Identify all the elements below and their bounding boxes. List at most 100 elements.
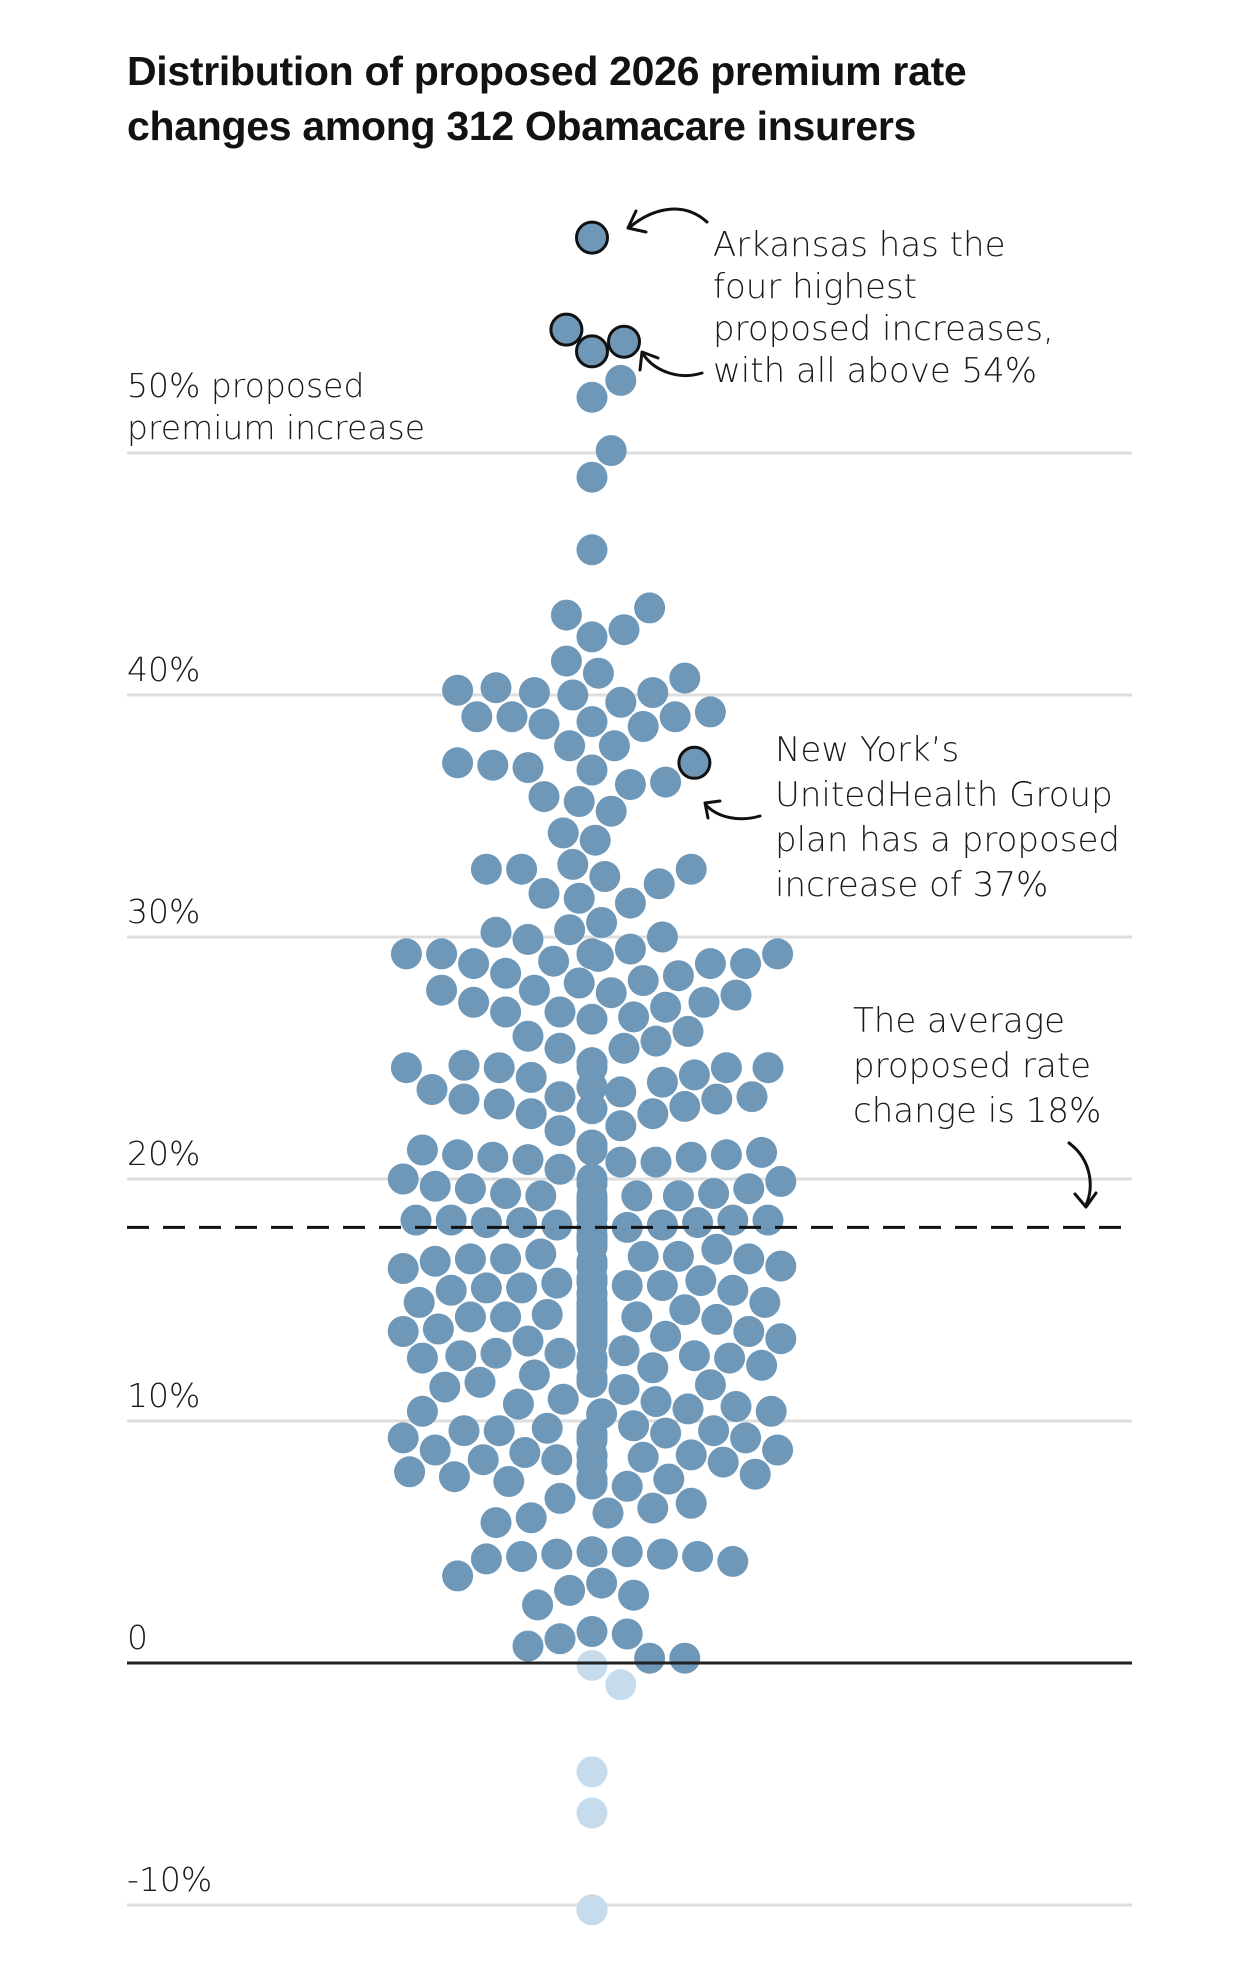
new-york-arrowhead-icon — [703, 799, 722, 820]
dot-increase — [454, 1173, 486, 1205]
dot-increase — [637, 1492, 669, 1524]
dot-increase — [509, 1437, 541, 1468]
dot-increase — [394, 1456, 426, 1488]
dot-increase — [640, 1146, 672, 1178]
dot-increase — [662, 1240, 694, 1272]
dot-increase — [694, 948, 726, 980]
dot-increase — [528, 708, 560, 740]
dot-increase — [752, 1204, 784, 1236]
dot-increase — [611, 1470, 643, 1502]
dot-increase — [733, 1316, 765, 1347]
dot-increase — [512, 752, 544, 784]
dot-increase — [592, 1497, 624, 1529]
dot-increase — [675, 1487, 707, 1519]
dot-increase — [464, 1366, 496, 1398]
dot-increase — [531, 1299, 563, 1330]
dot-increase — [678, 1340, 710, 1372]
dot-increase — [659, 701, 691, 733]
chart-title-line-1: Distribution of proposed 2026 premium ra… — [127, 48, 967, 94]
dot-increase — [576, 1468, 608, 1500]
dot-increase — [627, 711, 659, 742]
dot-increase — [490, 1178, 522, 1209]
dot-increase — [752, 1052, 784, 1084]
dot-increase — [525, 1238, 557, 1270]
y-tick-label: 50% proposed — [127, 366, 364, 405]
dot-increase — [717, 1545, 749, 1577]
dot-increase — [554, 914, 586, 946]
arkansas-top-arrow-icon — [628, 207, 709, 229]
annotation-new-york: New York’s UnitedHealth Group plan has a… — [703, 730, 1120, 905]
dot-increase — [547, 817, 579, 849]
dot-arkansas — [549, 312, 584, 347]
dot-increase — [650, 766, 682, 798]
dot-increase — [544, 996, 576, 1028]
dot-increase — [675, 1141, 707, 1173]
dot-increase — [390, 938, 422, 970]
dot-increase — [554, 1574, 586, 1606]
dot-increase — [621, 1180, 653, 1212]
dot-increase — [646, 1270, 678, 1301]
dot-increase — [762, 938, 794, 970]
dot-increase — [627, 965, 659, 997]
dot-increase — [387, 1422, 419, 1454]
dot-increase — [595, 435, 627, 467]
dot-increase — [576, 1163, 608, 1195]
dot-increase — [614, 769, 646, 800]
dot-increase — [541, 1538, 573, 1570]
y-tick-label: 30% — [127, 892, 200, 931]
dot-increase — [422, 1313, 454, 1345]
dot-decrease — [576, 1756, 608, 1788]
dot-increase — [448, 1415, 480, 1447]
dot-new-york-unitedhealth — [677, 745, 712, 780]
dot-increase — [563, 967, 595, 999]
dot-increase — [470, 1543, 502, 1575]
dot-increase — [618, 1579, 650, 1611]
dot-increase — [518, 1359, 550, 1391]
y-tick-label: 20% — [127, 1134, 200, 1173]
dot-increase — [525, 1180, 557, 1212]
dot-increase — [701, 1233, 733, 1265]
dot-increase — [480, 1507, 512, 1539]
dot-increase — [576, 754, 608, 786]
dot-increase — [739, 1458, 771, 1490]
dot-increase — [576, 1047, 608, 1079]
dot-increase — [717, 1274, 749, 1306]
dot-increase — [653, 1463, 685, 1495]
dot-increase — [461, 701, 493, 733]
dot-increase — [515, 1502, 547, 1534]
dot-increase — [528, 781, 560, 813]
annotation-arkansas: Arkansas has the four highest proposed i… — [626, 207, 1054, 391]
dot-increase — [662, 1180, 694, 1212]
dot-increase — [512, 923, 544, 955]
dot-increase — [442, 747, 474, 779]
arkansas-top-arrowhead-icon — [626, 209, 648, 234]
dot-increase — [586, 907, 618, 938]
dot-increase — [762, 1434, 794, 1466]
chart-title-line-2: changes among 312 Obamacare insurers — [127, 103, 917, 149]
dot-increase — [419, 1434, 451, 1466]
dot-increase — [765, 1250, 797, 1282]
dot-increase — [576, 938, 608, 970]
dot-increase — [637, 1352, 669, 1384]
dot-increase — [576, 621, 608, 653]
dot-increase — [406, 1342, 438, 1374]
dot-increase — [541, 1444, 573, 1476]
average-note-line-1: The average — [853, 1001, 1065, 1041]
dot-decrease — [576, 1649, 608, 1681]
dot-increase — [643, 868, 675, 900]
dot-increase — [608, 1335, 640, 1367]
dot-increase — [448, 1083, 480, 1115]
dot-increase — [605, 1110, 637, 1142]
dot-increase — [480, 1337, 512, 1369]
dot-increase — [416, 1074, 448, 1105]
dot-increase — [467, 1444, 499, 1476]
dot-increase — [477, 749, 509, 781]
dot-increase — [435, 1204, 467, 1236]
dot-increase — [512, 1020, 544, 1052]
dot-increase — [429, 1371, 461, 1403]
dot-increase — [682, 1207, 714, 1239]
dot-increase — [544, 1115, 576, 1147]
annotation-average: The average proposed rate change is 18% — [853, 1001, 1101, 1209]
dot-increase — [506, 853, 538, 885]
dot-increase — [698, 1415, 730, 1447]
